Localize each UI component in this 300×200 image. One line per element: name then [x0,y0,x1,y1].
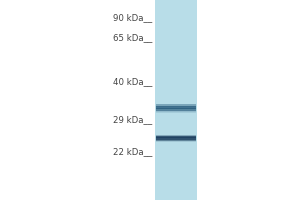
Bar [155,0,197,200]
Bar [156,136,196,137]
Text: 90 kDa__: 90 kDa__ [113,14,152,22]
Bar [156,138,196,139]
Text: 65 kDa__: 65 kDa__ [112,33,152,43]
Bar [156,135,196,136]
Bar [156,112,196,113]
Bar [156,108,196,109]
Bar [156,139,196,140]
Bar [156,136,196,137]
Text: 29 kDa__: 29 kDa__ [113,116,152,124]
Bar [156,141,196,142]
Bar [156,105,196,106]
Bar [156,137,196,138]
Bar [156,110,196,111]
Bar [156,104,196,105]
Bar [156,140,196,141]
Bar [156,139,196,140]
Bar [156,108,196,109]
Bar [156,109,196,110]
Bar [156,140,196,141]
Text: 40 kDa__: 40 kDa__ [112,77,152,86]
Bar [156,134,196,135]
Bar [156,107,196,108]
Bar [156,111,196,112]
Bar [156,106,196,107]
Bar [156,106,196,107]
Bar [156,137,196,138]
Bar [156,110,196,111]
Text: 22 kDa__: 22 kDa__ [112,148,152,156]
